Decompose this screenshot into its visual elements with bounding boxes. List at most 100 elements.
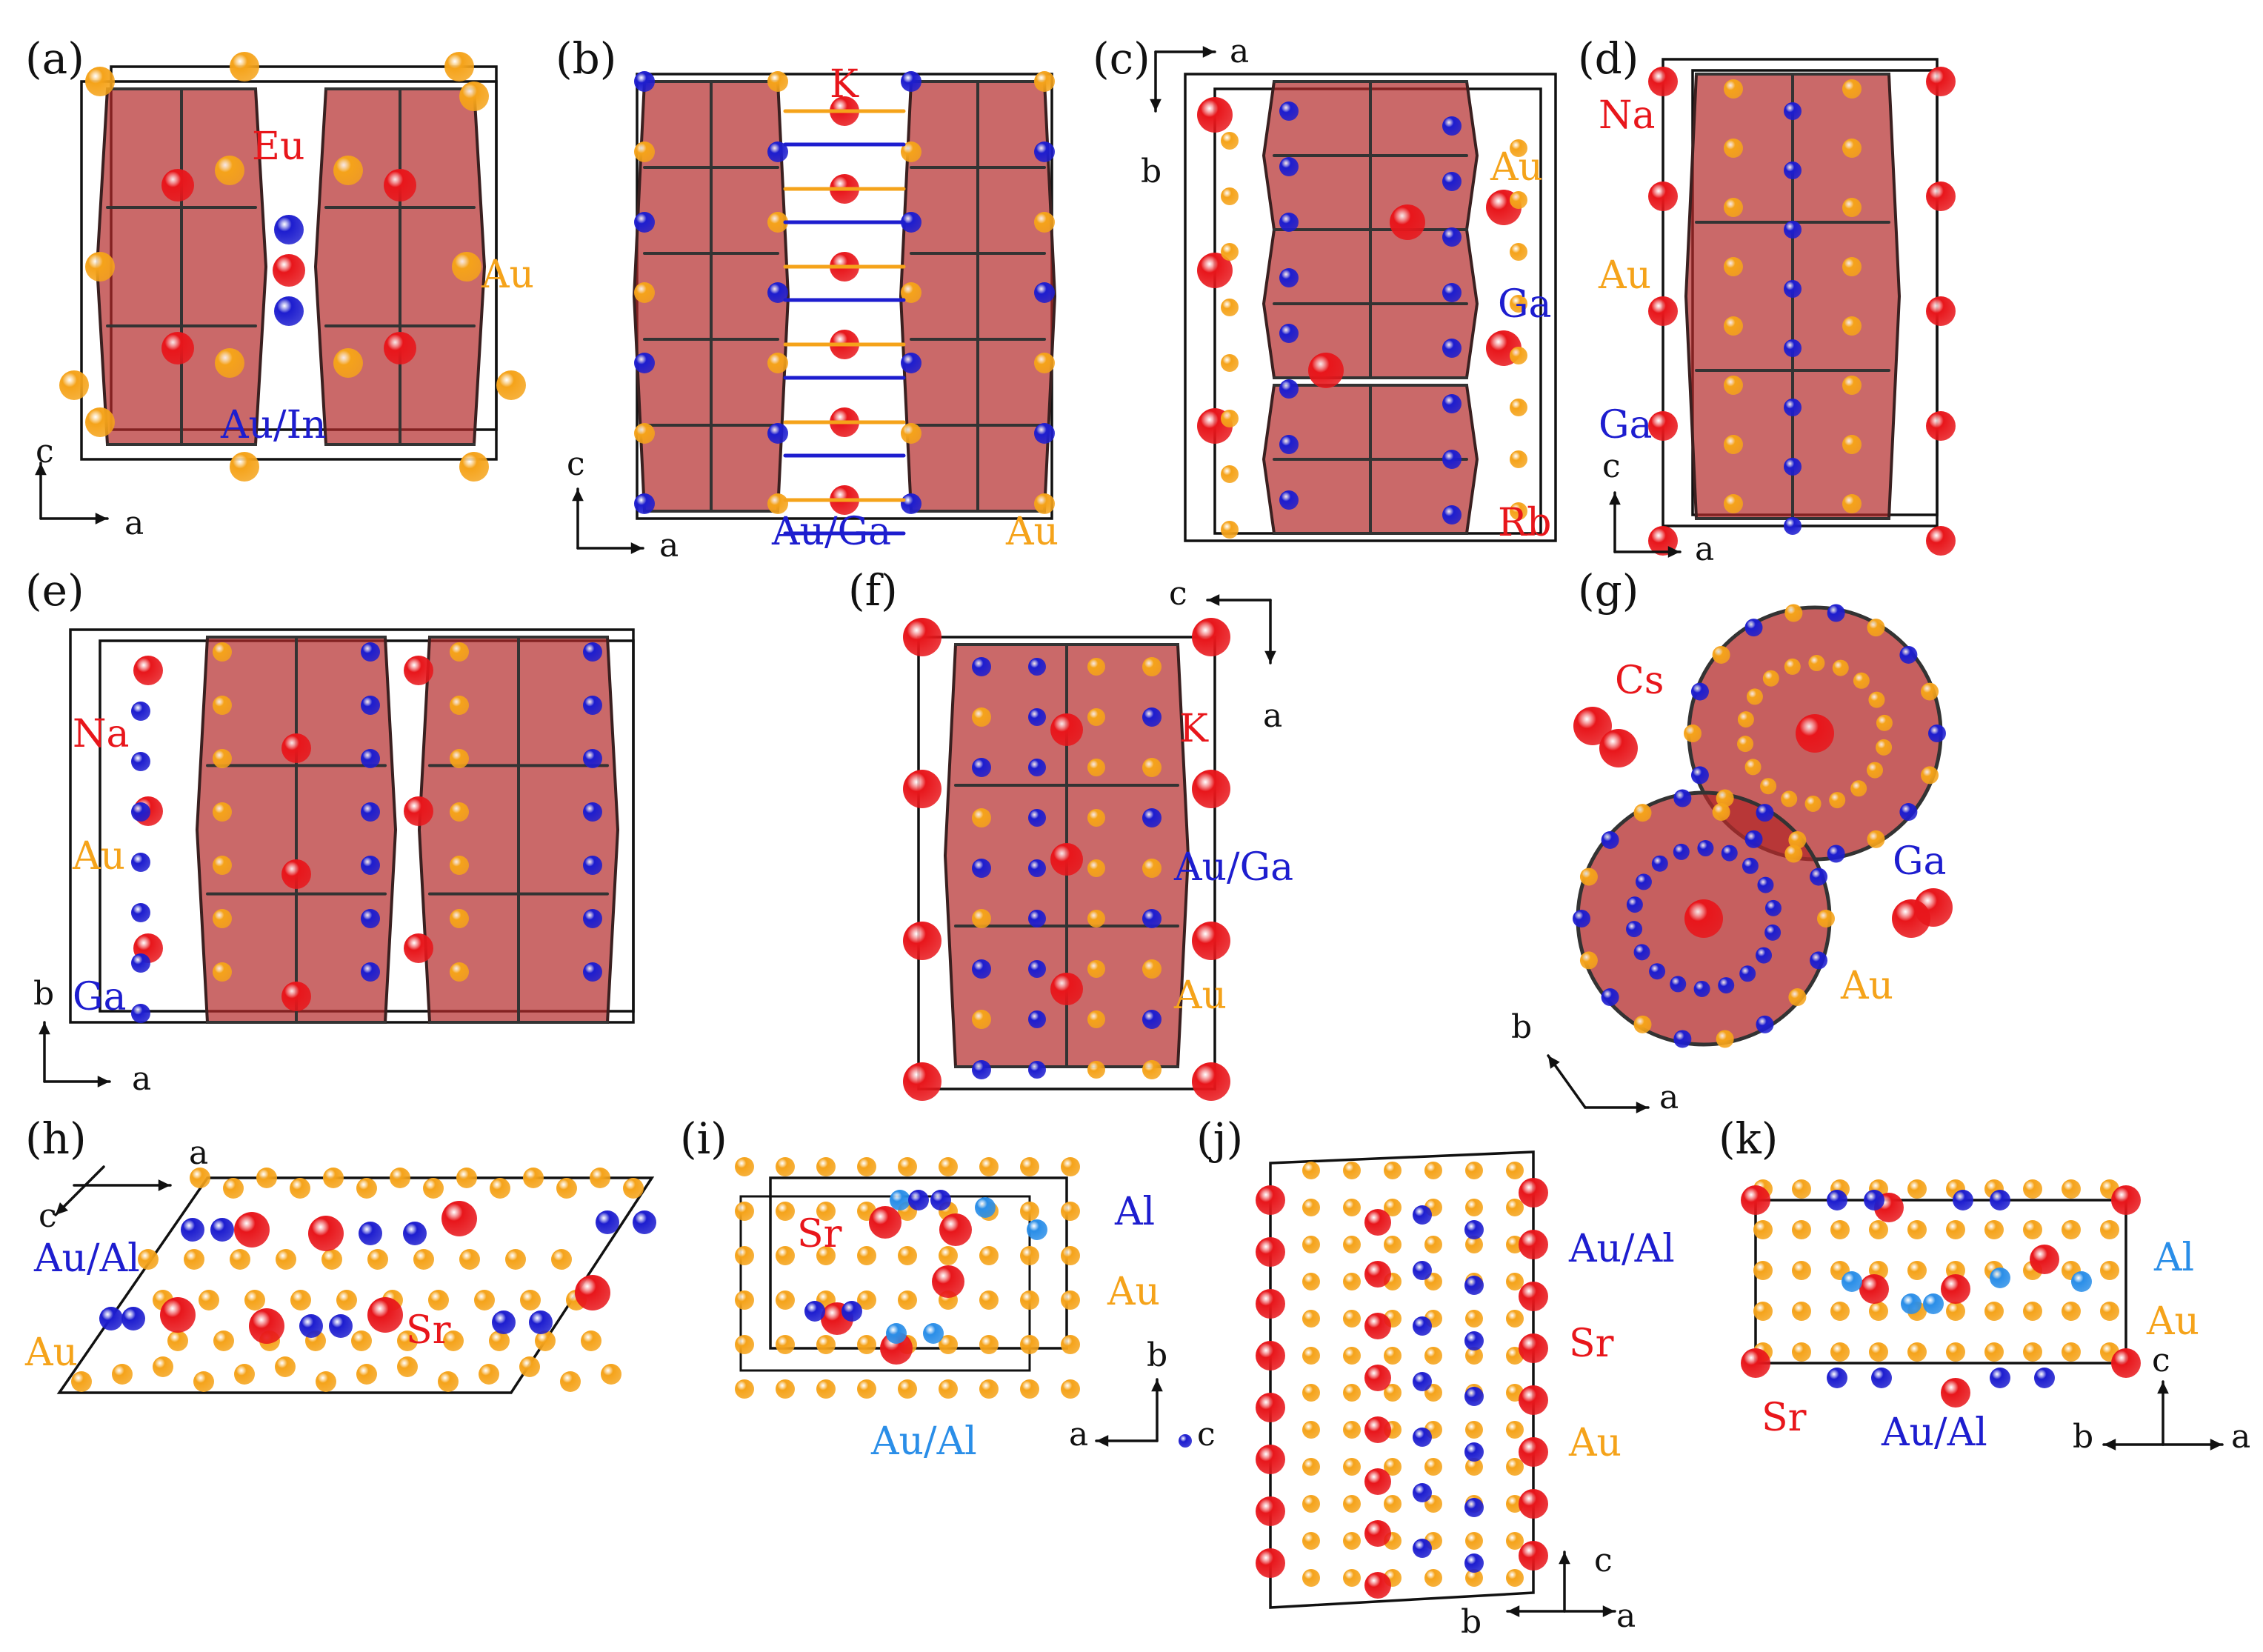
red-atom	[1308, 353, 1344, 388]
blue-atom	[583, 856, 602, 875]
au-atom	[1343, 1569, 1361, 1587]
red-atom	[1364, 1365, 1391, 1391]
au-atom	[1020, 1290, 1039, 1310]
au-atom	[336, 1290, 357, 1310]
au-atom	[1343, 1310, 1361, 1328]
blue-atom	[1827, 604, 1845, 622]
red-atom	[903, 770, 941, 808]
blue-atom	[1673, 1030, 1692, 1048]
blue-atom	[1810, 951, 1828, 970]
blue-atom	[1464, 1442, 1484, 1462]
au-atom	[939, 1157, 958, 1176]
au-atom	[2062, 1302, 2081, 1321]
axis-label-k-a: a	[2231, 1418, 2251, 1456]
element-label-f-auga: Au/Ga	[1174, 845, 1294, 890]
au-atom	[560, 1371, 581, 1392]
blue-atom	[1784, 221, 1802, 239]
blue-atom	[2034, 1368, 2055, 1388]
au-atom	[1832, 659, 1849, 676]
au-atom	[1737, 736, 1754, 753]
axis-arrow-g-a-head	[1636, 1102, 1648, 1113]
au-atom	[1921, 766, 1939, 785]
blue-atom	[492, 1310, 516, 1334]
au-atom	[1788, 830, 1807, 849]
red-atom	[1364, 1313, 1391, 1339]
blue-atom	[634, 353, 655, 373]
au-atom	[1850, 780, 1867, 797]
red-atom	[2111, 1348, 2141, 1378]
au-atom	[213, 642, 232, 662]
au-atom	[167, 1330, 188, 1351]
blue-atom	[1279, 268, 1299, 287]
au-atom	[1343, 1384, 1361, 1402]
au-atom	[1746, 688, 1763, 705]
au-atom	[623, 1178, 644, 1199]
blue-atom	[1742, 857, 1759, 874]
au-atom	[505, 1249, 526, 1270]
axis-label-b-c: c	[567, 445, 585, 483]
blue-atom	[972, 657, 991, 676]
au-atom	[230, 452, 259, 482]
blue-atom	[1442, 227, 1462, 247]
red-atom	[404, 933, 433, 963]
blue-atom	[972, 1060, 991, 1079]
au-atom	[1221, 243, 1239, 261]
blue-atom	[1649, 963, 1666, 980]
red-atom	[1256, 1445, 1285, 1474]
red-atom	[161, 169, 194, 201]
au-atom	[474, 1290, 495, 1310]
light-blue-atom	[923, 1323, 944, 1344]
blue-atom	[274, 215, 304, 244]
au-atom	[1762, 670, 1779, 687]
red-atom	[1256, 1393, 1285, 1422]
au-atom	[1506, 1458, 1524, 1476]
blue-atom	[1142, 909, 1162, 928]
au-atom	[323, 1168, 344, 1188]
au-atom	[1221, 132, 1239, 150]
red-atom	[404, 796, 433, 826]
element-label-k-au: Au	[2147, 1299, 2200, 1344]
au-atom	[1087, 960, 1105, 978]
blue-atom	[131, 702, 150, 721]
element-label-f-k: K	[1179, 707, 1208, 751]
au-atom	[1384, 1495, 1402, 1513]
au-atom	[1724, 257, 1743, 276]
au-atom	[1788, 988, 1807, 1007]
blue-atom	[1744, 830, 1763, 848]
blue-atom	[1464, 1553, 1484, 1573]
au-atom	[1302, 1162, 1320, 1179]
au-atom	[1142, 959, 1162, 979]
au-atom	[85, 407, 115, 437]
au-atom	[776, 1379, 795, 1399]
element-label-j-aual: Au/Al	[1569, 1227, 1675, 1271]
blue-atom	[1028, 859, 1046, 877]
au-atom	[223, 1178, 244, 1199]
red-atom	[1892, 899, 1930, 938]
au-atom	[1424, 1347, 1442, 1365]
blue-atom	[131, 853, 150, 872]
blue-atom	[1464, 1276, 1484, 1295]
element-label-h-sr: Sr	[406, 1308, 451, 1353]
au-atom	[1712, 803, 1730, 822]
au-atom	[452, 252, 481, 282]
au-atom	[153, 1356, 173, 1377]
blue-atom	[1693, 980, 1710, 997]
au-atom	[1784, 845, 1803, 863]
au-atom	[1984, 1220, 2004, 1239]
element-label-i-aual: Au/Al	[871, 1419, 977, 1464]
blue-atom	[1764, 924, 1782, 941]
red-atom	[1256, 1496, 1285, 1526]
au-atom	[85, 252, 115, 282]
au-atom	[972, 1010, 991, 1029]
red-atom	[1256, 1185, 1285, 1215]
panel-h-cell	[56, 1176, 655, 1394]
au-atom	[1510, 502, 1527, 520]
blue-atom	[361, 802, 380, 822]
axis-arrow-a-c-head	[35, 463, 47, 476]
blue-atom	[361, 856, 380, 875]
element-label-a-auin: Au/In	[221, 403, 327, 447]
blue-atom	[1953, 1190, 1973, 1210]
au-atom	[939, 1246, 958, 1265]
blue-atom	[1028, 960, 1046, 978]
au-atom	[2062, 1220, 2081, 1239]
